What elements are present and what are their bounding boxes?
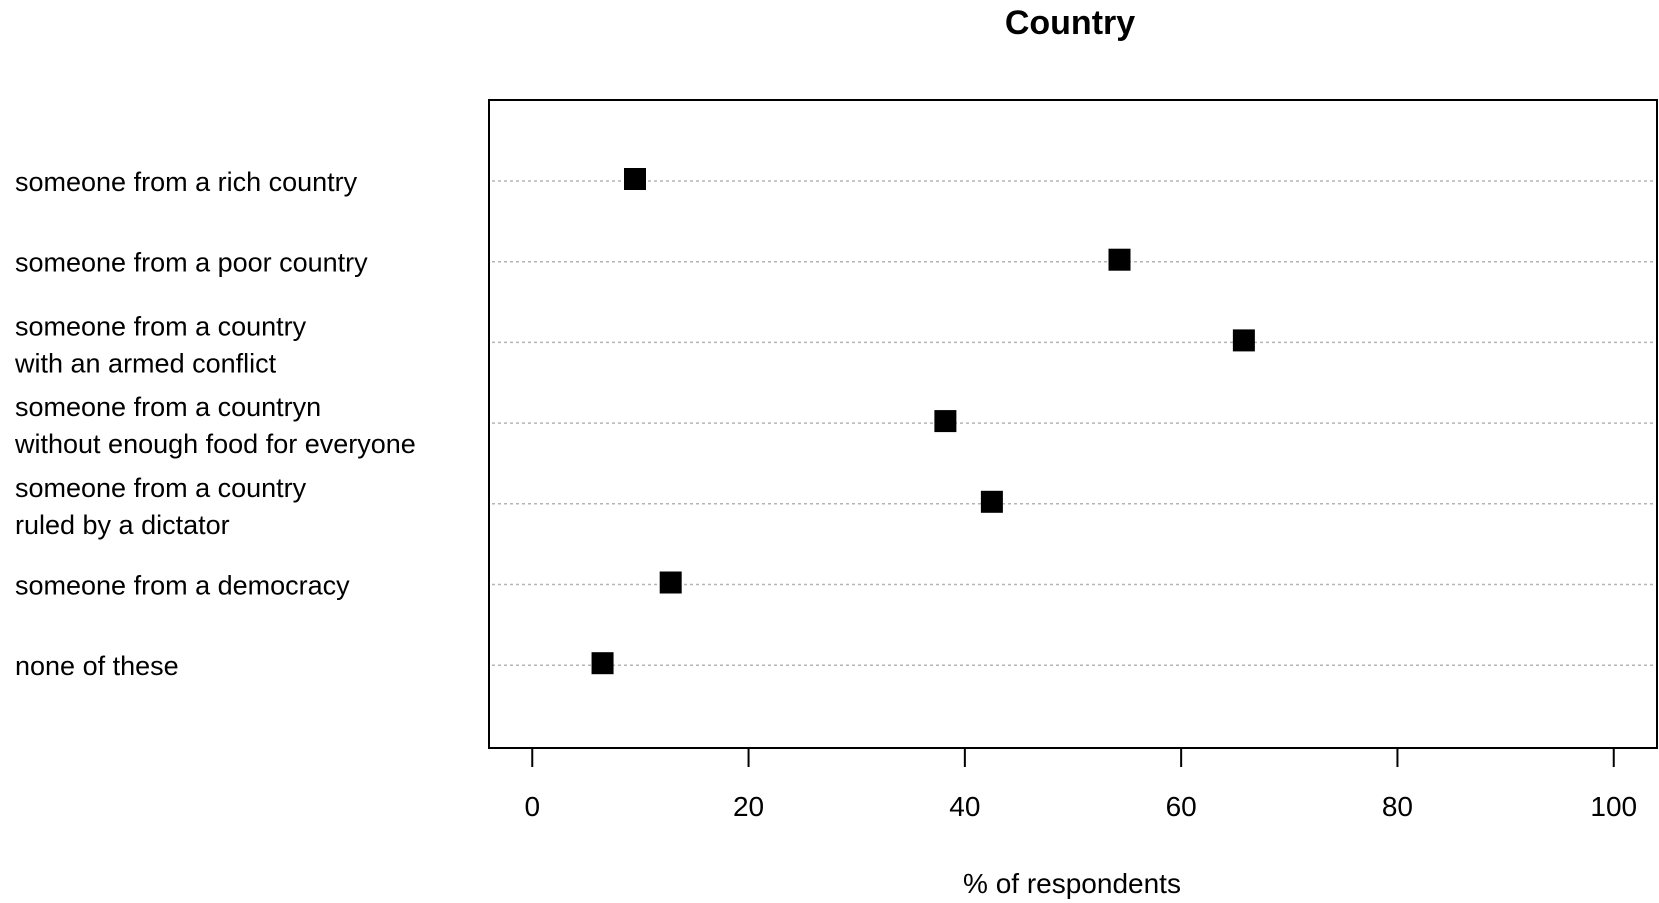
data-point <box>624 168 646 190</box>
plot-frame <box>488 99 1658 749</box>
data-point <box>934 410 957 433</box>
x-axis: 0 20 40 60 80 100 <box>524 747 1637 822</box>
x-tick-label: 80 <box>1382 791 1413 822</box>
category-label-line: none of these <box>15 651 179 681</box>
data-point <box>1232 329 1255 352</box>
x-tick-label: 100 <box>1590 791 1637 822</box>
data-point <box>1108 248 1131 271</box>
x-tick-label: 20 <box>733 791 764 822</box>
category-labels: someone from a rich country someone from … <box>14 167 416 681</box>
category-label-line: someone from a country <box>15 473 307 503</box>
category-label: none of these <box>15 651 179 681</box>
x-axis-title: % of respondents <box>963 868 1181 899</box>
category-label: someone from a countryn without enough fo… <box>14 392 416 459</box>
category-label-line: someone from a rich country <box>15 167 358 197</box>
category-label-line: someone from a country <box>15 311 307 341</box>
x-tick-label: 60 <box>1166 791 1197 822</box>
category-label-line: ruled by a dictator <box>15 510 230 540</box>
category-label: someone from a country ruled by a dictato… <box>15 473 307 540</box>
category-label: someone from a country with an armed conf… <box>14 311 307 378</box>
data-point <box>980 490 1003 513</box>
category-label: someone from a democracy <box>15 571 350 601</box>
category-label: someone from a rich country <box>15 167 358 197</box>
data-point <box>591 652 614 675</box>
data-point <box>659 571 682 594</box>
category-label: someone from a poor country <box>15 248 368 278</box>
category-label-line: someone from a poor country <box>15 248 368 278</box>
data-points <box>591 168 1255 675</box>
chart-title: Country <box>1005 4 1135 42</box>
x-tick-label: 0 <box>524 791 540 822</box>
category-label-line: with an armed conflict <box>14 348 277 378</box>
category-label-line: without enough food for everyone <box>14 429 416 459</box>
grid-lines <box>492 180 1654 666</box>
category-label-line: someone from a countryn <box>15 392 321 422</box>
x-tick-label: 40 <box>949 791 980 822</box>
category-label-line: someone from a democracy <box>15 571 350 601</box>
